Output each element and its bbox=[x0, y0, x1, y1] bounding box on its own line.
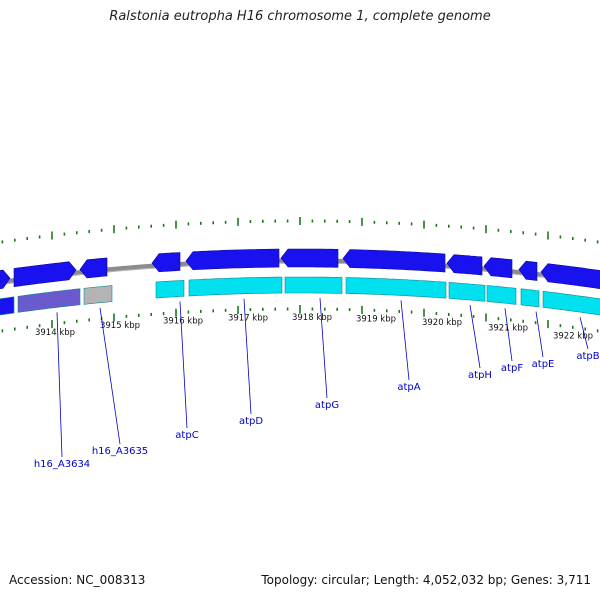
gene-label[interactable]: atpA bbox=[397, 382, 420, 393]
gene-leader-line bbox=[319, 298, 328, 399]
gene-leader-line bbox=[400, 300, 410, 381]
kbp-label: 3919 kbp bbox=[356, 314, 396, 324]
gene-block-inner bbox=[448, 282, 486, 302]
gene-block-inner bbox=[284, 276, 343, 294]
genome-features: 3914 kbp 3915 kbp 3916 kbp 3917 kbp 3918 kbp… bbox=[0, 217, 600, 470]
gene-leader-line bbox=[504, 308, 513, 362]
gene-leader-line bbox=[243, 298, 252, 415]
gene-label[interactable]: atpF bbox=[501, 363, 523, 374]
gene-block-inner bbox=[188, 276, 283, 297]
gene-arrow-outer bbox=[151, 252, 181, 273]
kbp-label: 3918 kbp bbox=[292, 313, 332, 323]
gene-label[interactable]: h16_A3635 bbox=[92, 446, 148, 457]
gene-arrow-outer bbox=[342, 249, 446, 273]
gene-leader-line bbox=[56, 312, 63, 458]
gene-block-inner bbox=[345, 277, 447, 299]
kbp-label: 3920 kbp bbox=[422, 318, 462, 328]
gene-leader-line bbox=[469, 304, 481, 369]
gene-block-inner bbox=[542, 290, 600, 316]
gene-arrow-outer bbox=[280, 248, 339, 268]
gene-leader-line bbox=[179, 301, 188, 429]
gene-arrow-outer bbox=[79, 257, 108, 279]
gene-label[interactable]: atpE bbox=[532, 359, 555, 370]
gene-label[interactable]: atpB bbox=[576, 351, 599, 362]
topology-text: Topology: circular; Length: 4,052,032 bp… bbox=[261, 573, 591, 587]
accession-text: Accession: NC_008313 bbox=[9, 573, 146, 587]
gene-label[interactable]: atpH bbox=[468, 370, 492, 381]
kbp-label: 3916 kbp bbox=[163, 316, 203, 326]
gene-arrow-outer bbox=[446, 254, 483, 276]
gene-arrow-outer bbox=[0, 269, 11, 290]
gene-block-inner bbox=[520, 288, 540, 308]
gene-leader-line bbox=[99, 307, 121, 445]
gene-label[interactable]: atpD bbox=[239, 416, 263, 427]
kbp-label: 3922 kbp bbox=[553, 331, 593, 341]
gene-label[interactable]: h16_A3634 bbox=[34, 459, 90, 470]
gene-arrow-outer bbox=[185, 248, 280, 271]
gene-block-inner bbox=[486, 285, 517, 305]
gene-block-inner bbox=[17, 288, 81, 313]
gene-arrow-outer bbox=[518, 260, 538, 281]
kbp-label: 3915 kbp bbox=[100, 321, 140, 331]
gene-arrow-outer bbox=[540, 263, 600, 290]
gene-leader-line bbox=[579, 317, 589, 350]
gene-arrow-outer bbox=[483, 257, 513, 279]
kbp-label: 3917 kbp bbox=[228, 314, 268, 324]
gene-block-inner bbox=[155, 279, 185, 299]
gene-block-inner bbox=[0, 296, 15, 316]
map-title: Ralstonia eutropha H16 chromosome 1, com… bbox=[109, 9, 491, 24]
gene-label[interactable]: atpG bbox=[315, 400, 339, 411]
gene-leader-line bbox=[535, 311, 544, 358]
gene-label[interactable]: atpC bbox=[175, 430, 198, 441]
gene-block-inner bbox=[83, 285, 113, 305]
gene-arrow-outer bbox=[13, 261, 77, 288]
kbp-label: 3914 kbp bbox=[35, 328, 75, 338]
